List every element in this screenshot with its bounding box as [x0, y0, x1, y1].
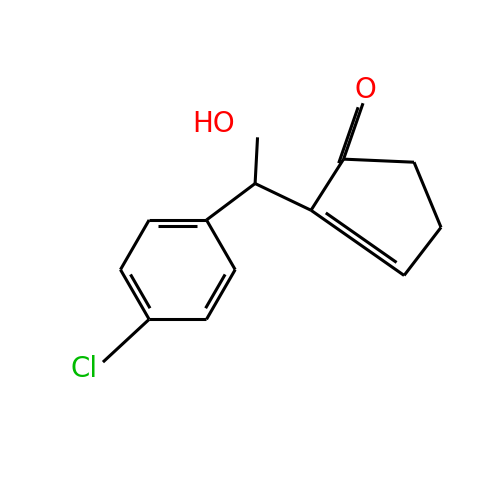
Text: O: O — [354, 76, 376, 104]
Text: Cl: Cl — [71, 356, 98, 384]
Text: HO: HO — [192, 110, 235, 138]
